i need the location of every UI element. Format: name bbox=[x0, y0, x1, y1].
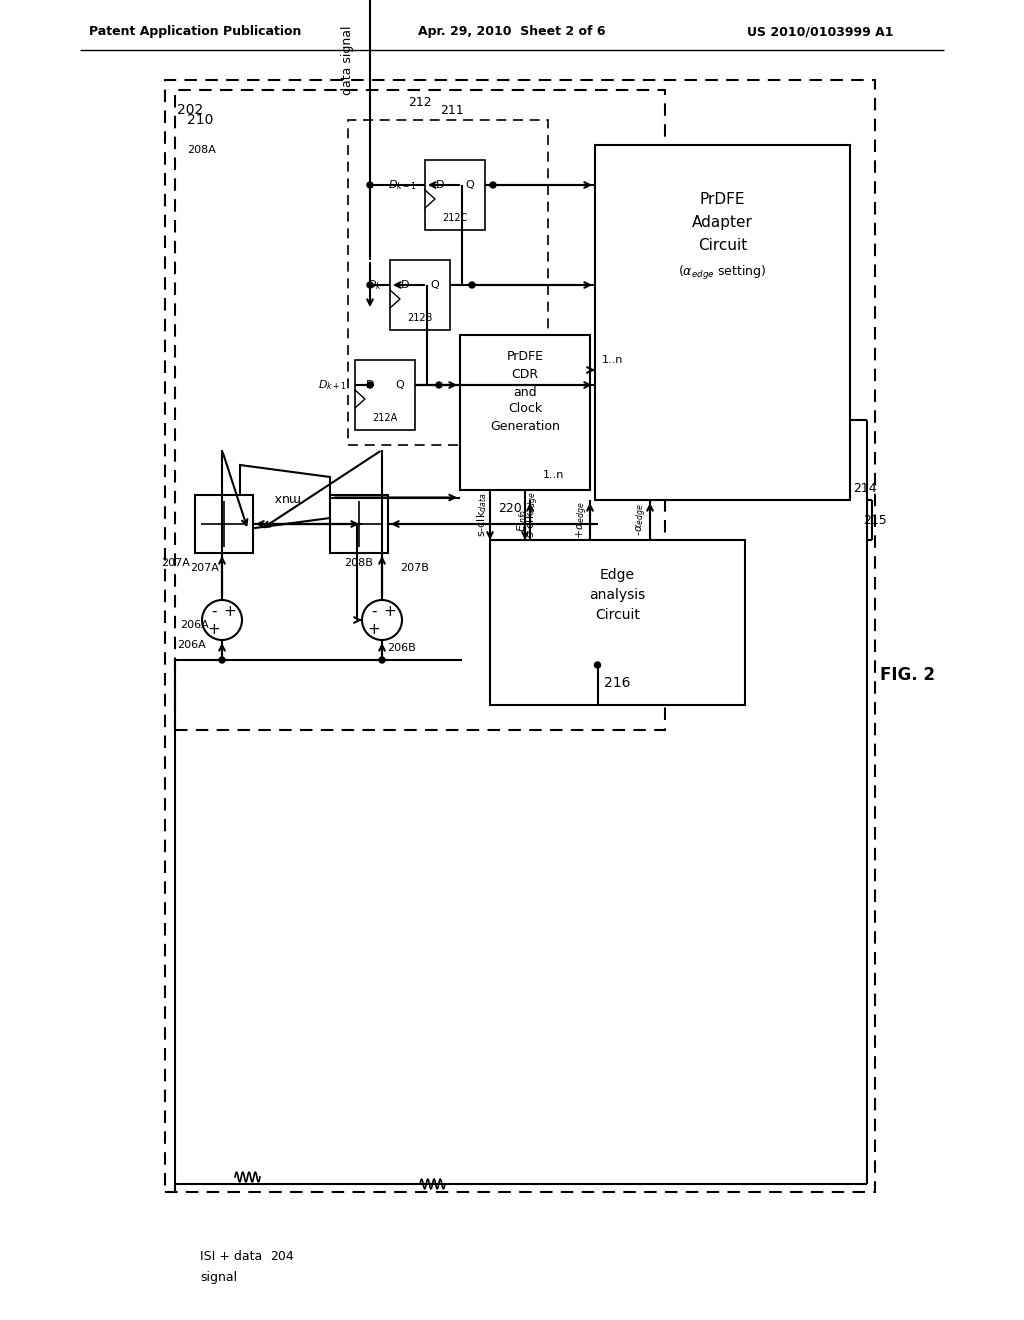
Text: s-clk$_{edge}$: s-clk$_{edge}$ bbox=[524, 491, 542, 539]
Text: $D_{k}$: $D_{k}$ bbox=[367, 279, 382, 292]
Circle shape bbox=[367, 182, 373, 187]
Text: analysis: analysis bbox=[590, 587, 645, 602]
Text: 212: 212 bbox=[408, 95, 432, 108]
Text: Apr. 29, 2010  Sheet 2 of 6: Apr. 29, 2010 Sheet 2 of 6 bbox=[418, 25, 606, 38]
Text: $E_{info}$: $E_{info}$ bbox=[515, 508, 529, 532]
Text: PrDFE: PrDFE bbox=[507, 351, 544, 363]
Text: Clock: Clock bbox=[508, 403, 542, 416]
Text: s-clk$_{data}$: s-clk$_{data}$ bbox=[475, 492, 488, 537]
Circle shape bbox=[469, 282, 475, 288]
Text: Edge: Edge bbox=[600, 568, 635, 582]
Text: 202: 202 bbox=[177, 103, 203, 117]
Text: $D_{k+1}$: $D_{k+1}$ bbox=[318, 378, 347, 392]
Text: PrDFE: PrDFE bbox=[699, 193, 745, 207]
Text: CDR: CDR bbox=[511, 368, 539, 381]
Text: 1..n: 1..n bbox=[543, 470, 564, 480]
Text: +: + bbox=[384, 603, 396, 619]
Bar bbox=[460, 335, 590, 490]
Text: 207A: 207A bbox=[161, 558, 190, 568]
Circle shape bbox=[219, 657, 225, 663]
Circle shape bbox=[379, 657, 385, 663]
Text: US 2010/0103999 A1: US 2010/0103999 A1 bbox=[746, 25, 893, 38]
Text: $D_{k-1}$: $D_{k-1}$ bbox=[388, 178, 417, 191]
Text: -: - bbox=[372, 603, 377, 619]
Bar bbox=[330, 495, 388, 553]
Text: 208B: 208B bbox=[344, 558, 374, 568]
Text: 211: 211 bbox=[440, 103, 464, 116]
Text: 206A: 206A bbox=[177, 640, 206, 649]
Bar bbox=[348, 120, 548, 445]
Bar bbox=[165, 81, 874, 1192]
Text: ($\alpha_{edge}$ setting): ($\alpha_{edge}$ setting) bbox=[678, 264, 767, 282]
Text: mux: mux bbox=[271, 491, 299, 504]
Text: -$\alpha_{edge}$: -$\alpha_{edge}$ bbox=[635, 504, 649, 536]
Text: 210: 210 bbox=[187, 114, 213, 127]
Text: Circuit: Circuit bbox=[698, 239, 748, 253]
Circle shape bbox=[595, 663, 600, 668]
Text: 212A: 212A bbox=[373, 413, 397, 422]
Bar bbox=[490, 540, 745, 705]
Circle shape bbox=[490, 182, 496, 187]
Text: Adapter: Adapter bbox=[692, 215, 753, 231]
Text: Patent Application Publication: Patent Application Publication bbox=[89, 25, 301, 38]
Text: 206B: 206B bbox=[387, 643, 416, 653]
Text: +: + bbox=[208, 622, 220, 636]
Circle shape bbox=[367, 381, 373, 388]
Bar bbox=[175, 90, 665, 730]
Bar bbox=[595, 145, 850, 500]
Text: 214: 214 bbox=[853, 482, 877, 495]
Text: Q: Q bbox=[395, 380, 404, 389]
Text: 206A: 206A bbox=[180, 620, 209, 630]
Bar bbox=[425, 160, 485, 230]
Circle shape bbox=[367, 282, 373, 288]
Text: +: + bbox=[223, 603, 237, 619]
Text: 1..n: 1..n bbox=[602, 355, 624, 366]
Text: 204: 204 bbox=[270, 1250, 294, 1263]
Bar bbox=[195, 495, 253, 553]
Text: Q: Q bbox=[431, 280, 439, 290]
Text: data signal: data signal bbox=[341, 25, 354, 95]
Text: signal: signal bbox=[200, 1270, 238, 1283]
Text: D: D bbox=[366, 380, 374, 389]
Text: -: - bbox=[211, 603, 217, 619]
Text: +: + bbox=[368, 622, 380, 636]
Bar bbox=[355, 360, 415, 430]
Circle shape bbox=[436, 381, 442, 388]
Text: Generation: Generation bbox=[490, 420, 560, 433]
Text: 215: 215 bbox=[863, 513, 887, 527]
Text: 220: 220 bbox=[498, 502, 522, 515]
Text: 216: 216 bbox=[604, 676, 631, 690]
Text: D: D bbox=[436, 180, 444, 190]
Text: +$\alpha_{edge}$: +$\alpha_{edge}$ bbox=[574, 502, 590, 539]
Text: and: and bbox=[513, 385, 537, 399]
Polygon shape bbox=[240, 465, 330, 531]
Text: 207B: 207B bbox=[400, 564, 429, 573]
Text: 208A: 208A bbox=[187, 145, 216, 154]
Text: Q: Q bbox=[466, 180, 474, 190]
Text: 212B: 212B bbox=[408, 313, 433, 323]
Bar bbox=[390, 260, 450, 330]
Text: 207A: 207A bbox=[190, 564, 219, 573]
Text: Circuit: Circuit bbox=[595, 609, 640, 622]
Text: D: D bbox=[400, 280, 410, 290]
Text: ISI + data: ISI + data bbox=[200, 1250, 262, 1263]
Text: 212C: 212C bbox=[442, 213, 468, 223]
Text: FIG. 2: FIG. 2 bbox=[881, 667, 936, 684]
